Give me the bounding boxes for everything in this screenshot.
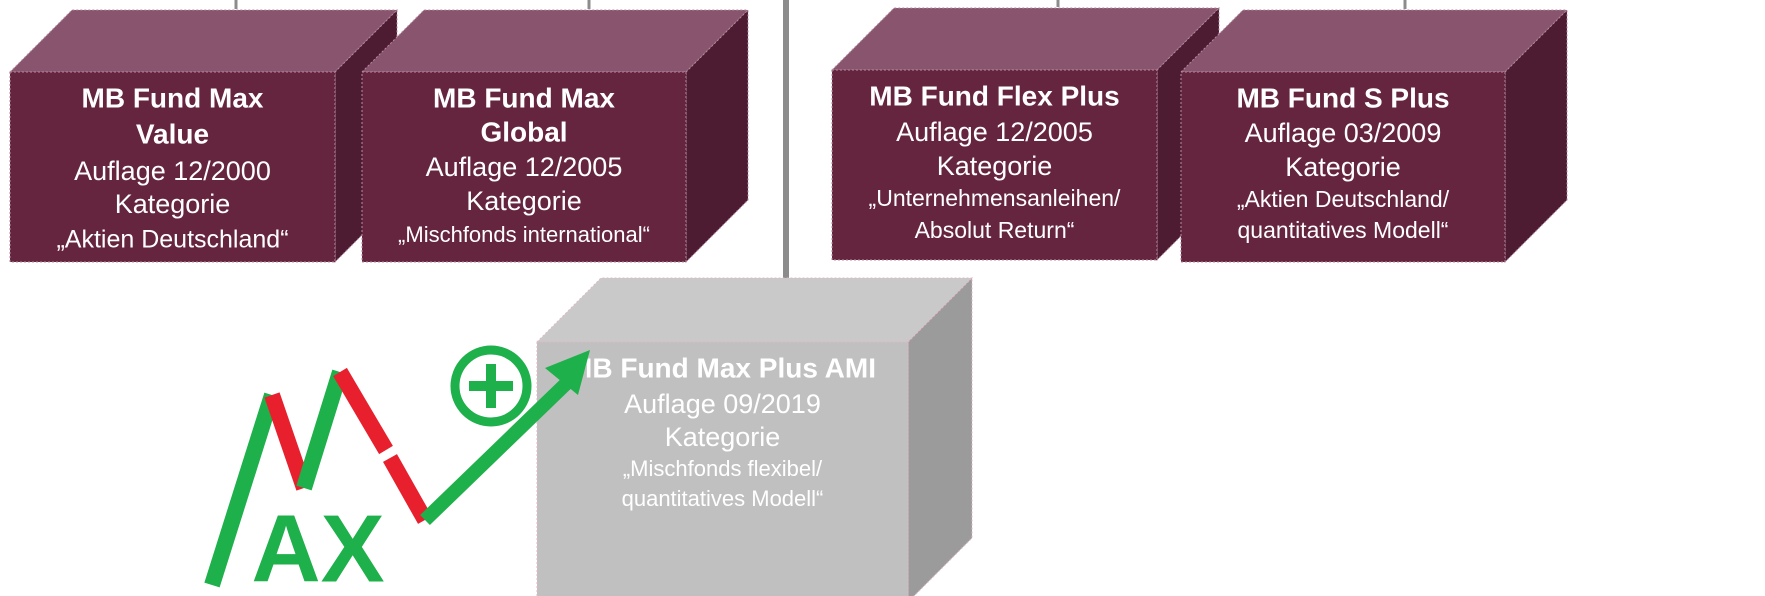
logo-stroke [296,369,348,491]
box-front [361,71,687,263]
fund-box: MB Fund Flex Plus Auflage 12/2005 Kategori… [830,6,1221,262]
box-line: Kategorie [937,151,1053,181]
box-line: Absolut Return“ [915,217,1075,243]
box-title: MB Fund Max [433,82,615,113]
box-line: Auflage 12/2000 [74,156,271,186]
box-title: MB Fund Max Plus AMI [569,352,876,383]
box-line: quantitatives Modell“ [1238,217,1449,243]
box-line: „Aktien Deutschland/ [1237,186,1450,212]
fund-box: MB Fund S Plus Auflage 03/2009 Kategorie „A… [1179,8,1569,264]
box-title: MB Fund Max [82,82,264,113]
box-line: Kategorie [1285,152,1401,182]
fund-box: MB Fund Max Plus AMI Auflage 09/2019Kateg… [535,276,974,596]
box-line: Kategorie [466,186,582,216]
logo-arrowhead [545,350,590,395]
box-title: MB Fund S Plus [1236,82,1449,113]
logo-stroke [333,367,393,455]
box-title: MB Fund Flex Plus [869,80,1119,111]
box-line: „Mischfonds flexibel/ [623,456,823,481]
box-top [535,277,974,343]
box-front [536,341,909,596]
box-top [8,9,399,73]
logo-stroke [264,392,312,491]
box-line: Auflage 12/2005 [426,152,623,182]
max-logo: AX [204,345,590,596]
box-line: Auflage 09/2019 [624,389,821,419]
box-line: „Mischfonds international“ [398,222,650,247]
box-top [830,7,1221,71]
box-line: „Unternehmensanleihen/ [869,185,1121,211]
box-top [360,9,750,73]
box-line: Auflage 12/2005 [896,117,1093,147]
box-title: Global [480,116,567,147]
logo-plus [469,364,513,408]
box-top [1179,9,1569,73]
logo-text: AX [251,495,384,596]
logo-stroke [383,454,432,524]
box-line: Kategorie [115,189,231,219]
logo-arrow [420,369,580,526]
box-line: „Aktien Deutschland“ [56,226,288,254]
box-line: quantitatives Modell“ [622,486,824,511]
box-front [831,69,1158,261]
box-front [9,71,336,263]
box-side [907,276,973,596]
fund-box: MB Fund Max Value Auflage 12/2000Kategorie… [8,8,399,264]
logo-stroke [204,392,280,588]
box-line: Auflage 03/2009 [1245,118,1442,148]
box-line: Kategorie [665,422,781,452]
logo-circle [450,345,532,427]
box-title: Value [136,118,209,149]
box-front [1180,71,1506,263]
